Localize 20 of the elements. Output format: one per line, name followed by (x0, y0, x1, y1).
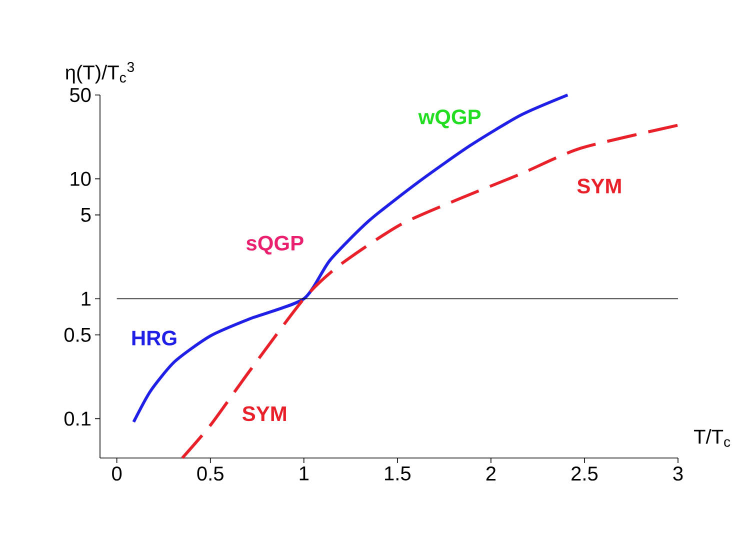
y-axis-title: η(T)/T$_{c}$3 (66, 62, 134, 84)
annotation: wQGP (418, 110, 481, 128)
x-tick-label: 3 (673, 466, 683, 481)
x-tick-label: 0 (112, 466, 122, 481)
x-tick-label: 0.5 (197, 466, 224, 481)
y-tick-label: 5 (81, 208, 91, 222)
x-tick-label: 2 (486, 466, 496, 480)
annotation: SYM (577, 178, 621, 194)
y-tick-label: 0.5 (64, 328, 91, 342)
x-tick-label: 2.5 (572, 466, 598, 481)
annotation: HRG (132, 330, 176, 346)
x-axis-title: T/T$_{c}$ (694, 429, 730, 447)
annotation: sQGP (246, 236, 304, 255)
x-tick-label: 1 (300, 466, 308, 480)
annotation: SYM (242, 406, 286, 422)
x-tick-label: 1.5 (385, 466, 410, 480)
y-tick-label: 1 (82, 292, 90, 306)
y-tick-label: 50 (70, 88, 91, 102)
y-tick-label: 0.1 (64, 412, 90, 426)
y-tick-label: 10 (70, 172, 91, 186)
